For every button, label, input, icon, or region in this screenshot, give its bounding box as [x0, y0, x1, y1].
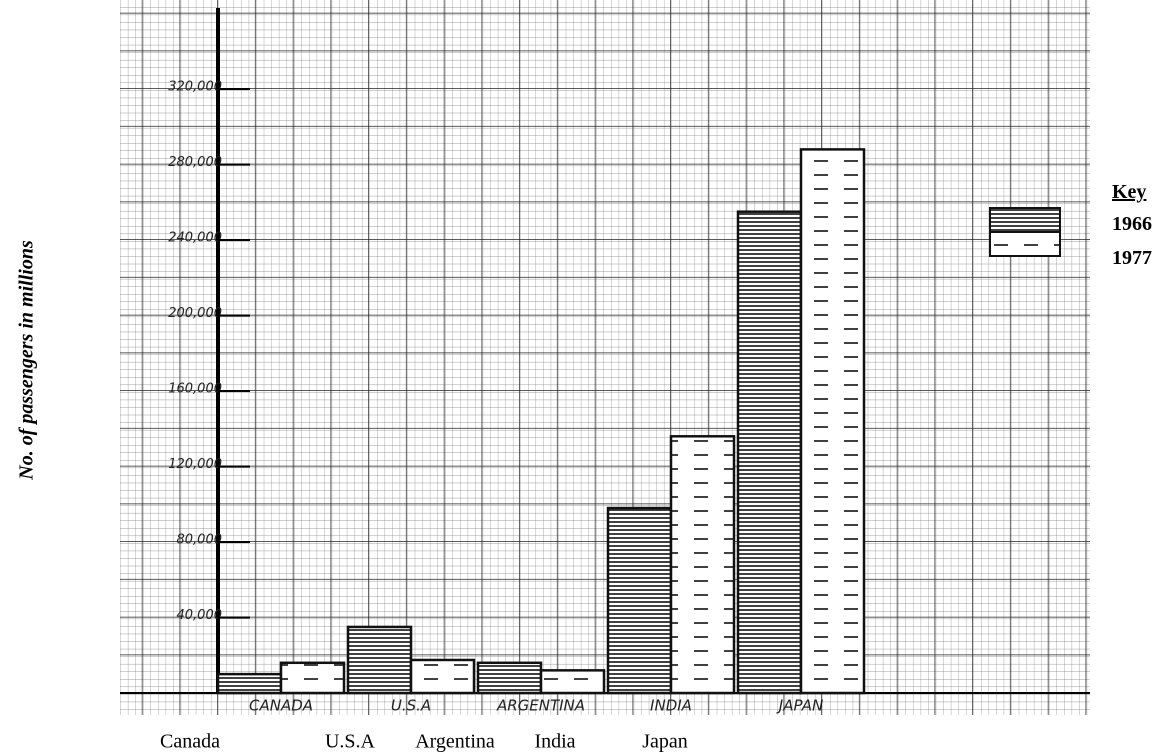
legend-label: 1966 [1112, 213, 1152, 235]
bar [216, 672, 283, 695]
paper-label: CANADA [249, 697, 313, 715]
paper-label: U.S.A [391, 697, 431, 715]
y-tick-label: 200,000 [168, 306, 222, 321]
paper-label: INDIA [650, 697, 692, 715]
bar [409, 658, 476, 695]
bar [736, 210, 803, 695]
bar [346, 625, 413, 695]
bar [669, 435, 736, 695]
bar [606, 506, 673, 695]
x-tick-label: Canada [160, 731, 220, 753]
paper-label: JAPAN [776, 697, 823, 715]
legend-title: Key [1112, 181, 1146, 203]
x-tick-label: Argentina [415, 731, 495, 753]
y-tick-label: 120,000 [168, 457, 222, 472]
y-tick-label: 80,000 [177, 533, 223, 548]
legend-swatch [989, 231, 1061, 257]
legend-label: 1977 [1112, 247, 1152, 269]
bar [799, 148, 866, 695]
y-tick-label: 320,000 [168, 80, 222, 95]
y-tick-label: 160,000 [168, 382, 222, 397]
paper-label: ARGENTINA [496, 697, 585, 715]
y-tick-label: 40,000 [177, 608, 223, 623]
x-tick-label: U.S.A [325, 731, 376, 753]
legend-swatch [989, 207, 1061, 233]
bar [279, 661, 346, 695]
y-tick-label: 240,000 [168, 231, 222, 246]
x-tick-label: India [534, 731, 575, 753]
bar [476, 661, 543, 695]
bar [539, 669, 606, 695]
y-tick-label: 280,000 [168, 155, 222, 170]
x-tick-label: Japan [642, 731, 688, 753]
graph-paper-major [120, 0, 1090, 715]
y-axis-label: No. of passengers in millions [16, 240, 38, 481]
